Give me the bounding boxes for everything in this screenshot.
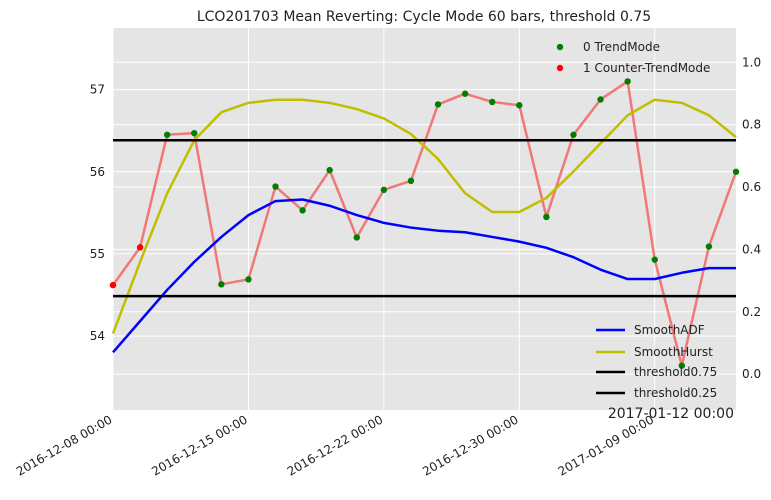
trendmode-point xyxy=(218,281,225,288)
legend-label-counter-trendmode: 1 Counter-TrendMode xyxy=(583,61,710,75)
legend-bottom: SmoothADF SmoothHurst threshold0.75 thre… xyxy=(596,323,717,400)
trendmode-point xyxy=(489,98,496,106)
trendmode-point xyxy=(624,78,631,85)
trendmode-point xyxy=(272,183,279,190)
legend-label-threshold025: threshold0.25 xyxy=(634,386,717,400)
trendmode-point xyxy=(732,168,740,175)
chart-title: LCO201703 Mean Reverting: Cycle Mode 60 … xyxy=(197,9,651,25)
x-tick-label: 2016-12-15 00:00 xyxy=(149,412,250,478)
grid xyxy=(112,28,736,410)
price-line xyxy=(111,80,738,367)
x-tick-label: 2017-01-09 00:00 xyxy=(556,412,657,478)
legend-top: 0 TrendMode 1 Counter-TrendMode xyxy=(556,40,710,75)
legend-label-threshold075: threshold0.75 xyxy=(634,365,717,379)
trendmode-point xyxy=(380,186,388,194)
right-tick-label: 0.2 xyxy=(742,305,761,319)
trendmode-point xyxy=(434,101,442,108)
counter-trendmode-point xyxy=(109,281,117,289)
left-tick-label: 57 xyxy=(90,83,105,97)
trendmode-point xyxy=(516,102,523,109)
x-tick-label: 2016-12-08 00:00 xyxy=(14,412,115,478)
trendmode-point xyxy=(570,131,577,138)
smoothhurst-line xyxy=(111,98,737,335)
legend-label-trendmode: 0 TrendMode xyxy=(583,40,660,54)
right-tick-label: 0.0 xyxy=(742,367,761,381)
x-offset-label: 2017-01-12 00:00 xyxy=(608,406,734,422)
trendmode-point xyxy=(461,90,469,97)
x-tick-label: 2016-12-30 00:00 xyxy=(420,412,521,478)
legend-label-smoothadf: SmoothADF xyxy=(634,323,705,337)
trendmode-point xyxy=(651,256,658,263)
legend-marker-trendmode xyxy=(556,43,564,51)
x-tick-label: 2016-12-22 00:00 xyxy=(285,412,386,478)
trendmode-point xyxy=(678,362,686,369)
left-tick-label: 56 xyxy=(90,165,105,179)
trendmode-point xyxy=(299,207,306,214)
legend-label-smoothhurst: SmoothHurst xyxy=(634,345,713,359)
trendmode-point xyxy=(705,243,713,250)
series-lines xyxy=(111,80,738,367)
counter-trendmode-point xyxy=(136,244,144,251)
trendmode-point xyxy=(245,276,252,283)
plot-background xyxy=(113,28,736,410)
left-tick-label: 54 xyxy=(90,329,105,343)
smoothadf-line xyxy=(112,198,736,354)
trendmode-point xyxy=(353,234,360,241)
right-tick-label: 0.6 xyxy=(742,180,761,194)
trendmode-point xyxy=(407,177,415,184)
trendmode-point xyxy=(597,96,604,103)
right-tick-label: 0.4 xyxy=(742,242,761,256)
trendmode-point xyxy=(326,166,333,174)
trendmode-point xyxy=(163,131,171,138)
left-tick-label: 55 xyxy=(90,247,105,261)
legend-marker-counter-trendmode xyxy=(556,64,564,72)
trendmode-point xyxy=(191,129,198,137)
right-tick-label: 1.0 xyxy=(742,55,761,69)
mode-points xyxy=(109,78,740,369)
right-tick-label: 0.8 xyxy=(742,118,761,132)
trendmode-point xyxy=(543,213,550,221)
